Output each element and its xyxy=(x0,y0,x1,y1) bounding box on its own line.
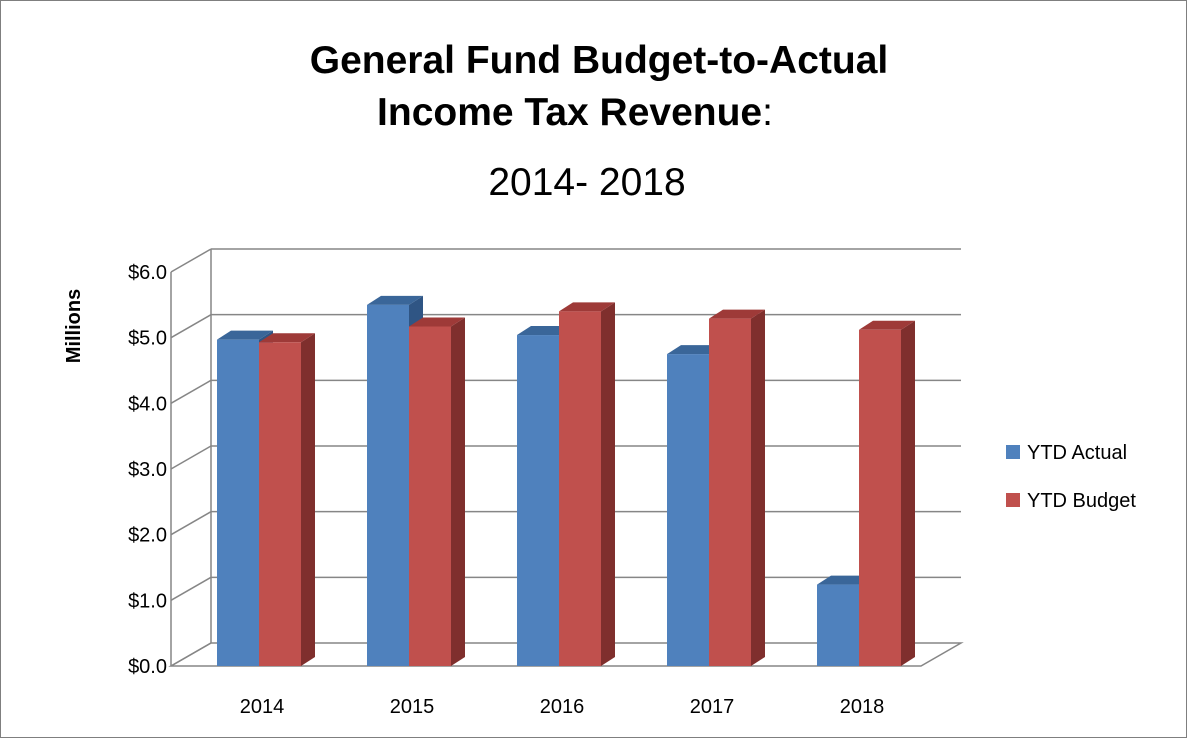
bar-top xyxy=(859,320,915,330)
bar-front xyxy=(859,329,901,666)
x-tick-label: 2015 xyxy=(390,696,435,718)
chart-title-line2: Income Tax Revenue: xyxy=(377,91,773,134)
bar-side xyxy=(601,302,615,666)
y-tick-label: $1.0 xyxy=(128,590,167,612)
y-tick-label: $0.0 xyxy=(128,656,167,678)
gridline-depth xyxy=(170,379,212,404)
legend-swatch xyxy=(1006,493,1020,507)
y-tick-label: $4.0 xyxy=(128,393,167,415)
bar xyxy=(259,333,315,666)
bar xyxy=(559,302,615,666)
y-tick-label: $3.0 xyxy=(128,459,167,481)
bar xyxy=(409,317,465,666)
bar-front xyxy=(517,335,559,666)
bar-front xyxy=(817,584,859,666)
y-tick-label: $2.0 xyxy=(128,525,167,547)
bar-top xyxy=(559,302,615,312)
bar-front xyxy=(217,339,259,666)
gridline-depth xyxy=(170,511,212,536)
y-tick-label: $5.0 xyxy=(128,328,167,350)
chart-title-line1: General Fund Budget-to-Actual xyxy=(310,39,889,82)
legend-swatch xyxy=(1006,445,1020,459)
chart-title-line2-tail: : xyxy=(762,91,773,134)
bar-top xyxy=(709,309,765,319)
bar-front xyxy=(559,311,601,666)
chart-title-line2-bold: Income Tax Revenue xyxy=(377,91,762,134)
y-tick-labels: $0.0 $1.0 $2.0 $3.0 $4.0 $5.0 $6.0 xyxy=(128,262,167,678)
bar-front xyxy=(259,342,301,666)
x-tick-label: 2017 xyxy=(690,696,735,718)
bar xyxy=(709,309,765,666)
x-tick-label: 2018 xyxy=(840,696,885,718)
bar-front xyxy=(409,326,451,666)
bar-side xyxy=(301,333,315,666)
legend-label: YTD Actual xyxy=(1027,442,1127,464)
gridline-depth xyxy=(170,642,212,667)
bars xyxy=(217,295,915,666)
gridline-depth xyxy=(170,445,212,470)
bar-side xyxy=(451,317,465,666)
bar xyxy=(859,320,915,666)
bar-top xyxy=(409,317,465,327)
y-axis-label: Millions xyxy=(63,289,85,363)
bar-front xyxy=(367,304,409,666)
bar-front xyxy=(709,318,751,666)
x-tick-labels: 2014 2015 2016 2017 2018 xyxy=(240,696,885,718)
bar-front xyxy=(667,354,709,666)
legend-label: YTD Budget xyxy=(1027,490,1136,512)
chart-title-line3: 2014- 2018 xyxy=(488,161,685,204)
y-tick-label: $6.0 xyxy=(128,262,167,284)
x-tick-label: 2016 xyxy=(540,696,585,718)
gridline-depth xyxy=(170,314,212,339)
bar-top xyxy=(259,333,315,343)
gridline-depth xyxy=(170,576,212,601)
x-tick-label: 2014 xyxy=(240,696,285,718)
bar-top xyxy=(367,295,423,305)
bar-side xyxy=(751,309,765,666)
bar-side xyxy=(901,320,915,666)
bar-top xyxy=(217,330,273,340)
gridline-depth xyxy=(170,248,212,273)
legend: YTD Actual YTD Budget xyxy=(1006,442,1136,512)
